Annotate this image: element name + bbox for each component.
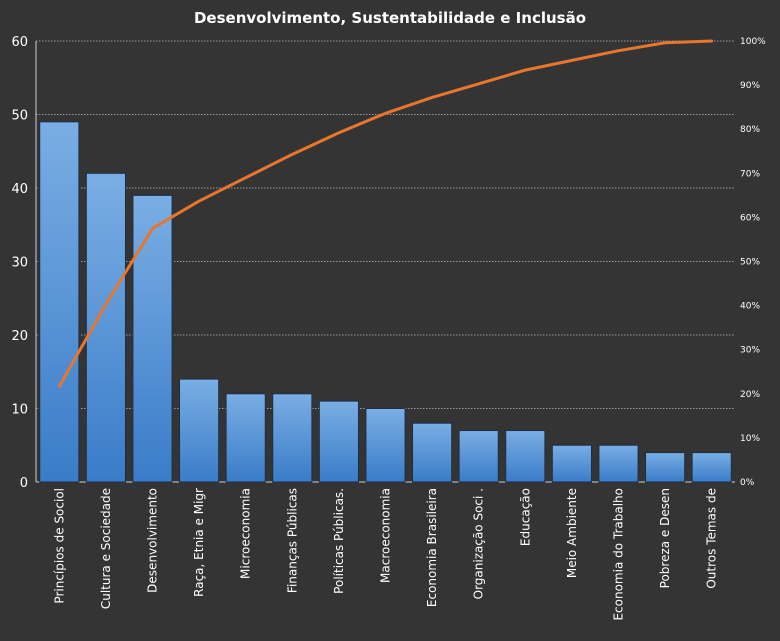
y-tick-label: 60 — [11, 35, 28, 50]
y-tick-label: 0 — [20, 476, 28, 491]
bar — [318, 400, 359, 483]
x-tick-label: Economia do Trabalho — [612, 488, 626, 621]
bar — [551, 444, 592, 483]
y-tick-label: 20 — [11, 329, 28, 344]
bar — [225, 393, 266, 483]
y2-tick-label: 10% — [740, 434, 760, 444]
y2-tick-label: 40% — [740, 302, 760, 312]
x-tick-label: Meio Ambiente — [565, 488, 579, 578]
x-tick-label: Macroeconomia — [379, 488, 393, 583]
y2-tick-label: 50% — [740, 258, 760, 268]
bar — [645, 452, 686, 483]
bar — [505, 430, 546, 483]
bar — [179, 378, 220, 483]
x-tick-label: Cultura e Sociedade — [99, 488, 113, 609]
bar — [272, 393, 313, 483]
right-axis-ticks: 0% 10% 20% 30% 40% 50% 60% 70% 80% 90% 100% — [740, 37, 766, 488]
y-tick-label: 30 — [11, 256, 28, 271]
y2-tick-label: 0% — [740, 478, 755, 488]
y2-tick-label: 60% — [740, 213, 760, 223]
bar — [132, 194, 173, 483]
x-tick-label: Pobreza e Desen — [658, 488, 672, 588]
y-tick-label: 10 — [11, 403, 28, 418]
x-axis-ticks: Princípios de Sociol Cultura e Sociedade D… — [52, 488, 718, 621]
y2-tick-label: 20% — [740, 390, 760, 400]
left-axis-ticks: 0 10 20 30 40 50 60 — [11, 35, 28, 491]
bar — [598, 444, 639, 483]
x-tick-label: Finanças Públicas — [285, 488, 299, 593]
y2-tick-label: 90% — [740, 81, 760, 91]
bar — [412, 422, 453, 483]
y-tick-label: 40 — [11, 182, 28, 197]
x-tick-label: Princípios de Sociol — [52, 488, 66, 604]
x-tick-label: Raça, Etnia e Migr — [192, 488, 206, 597]
y2-tick-label: 80% — [740, 125, 760, 135]
x-tick-label: Organização Soci . — [472, 488, 486, 599]
y2-tick-label: 30% — [740, 346, 760, 356]
bar — [458, 430, 499, 483]
gridlines — [36, 40, 735, 409]
chart-title: Desenvolvimento, Sustentabilidade e Incl… — [194, 9, 586, 27]
x-tick-label: Economia Brasileira — [425, 488, 439, 607]
y2-tick-label: 100% — [740, 37, 766, 47]
bar — [39, 121, 80, 483]
x-tick-label: Educação — [518, 488, 532, 546]
x-tick-label: Outros Temas de — [705, 488, 719, 589]
cumulative-line-series — [57, 39, 714, 388]
cumulative-line — [57, 39, 714, 388]
y2-tick-label: 70% — [740, 169, 760, 179]
x-tick-label: Políticas Públicas. — [332, 488, 346, 594]
x-tick-label: Microeconomia — [239, 488, 253, 579]
y-tick-label: 50 — [11, 109, 28, 124]
x-tick-label: Desenvolvimento — [146, 488, 160, 593]
bar — [365, 408, 406, 483]
bar — [691, 452, 732, 483]
bar-series — [39, 121, 732, 483]
